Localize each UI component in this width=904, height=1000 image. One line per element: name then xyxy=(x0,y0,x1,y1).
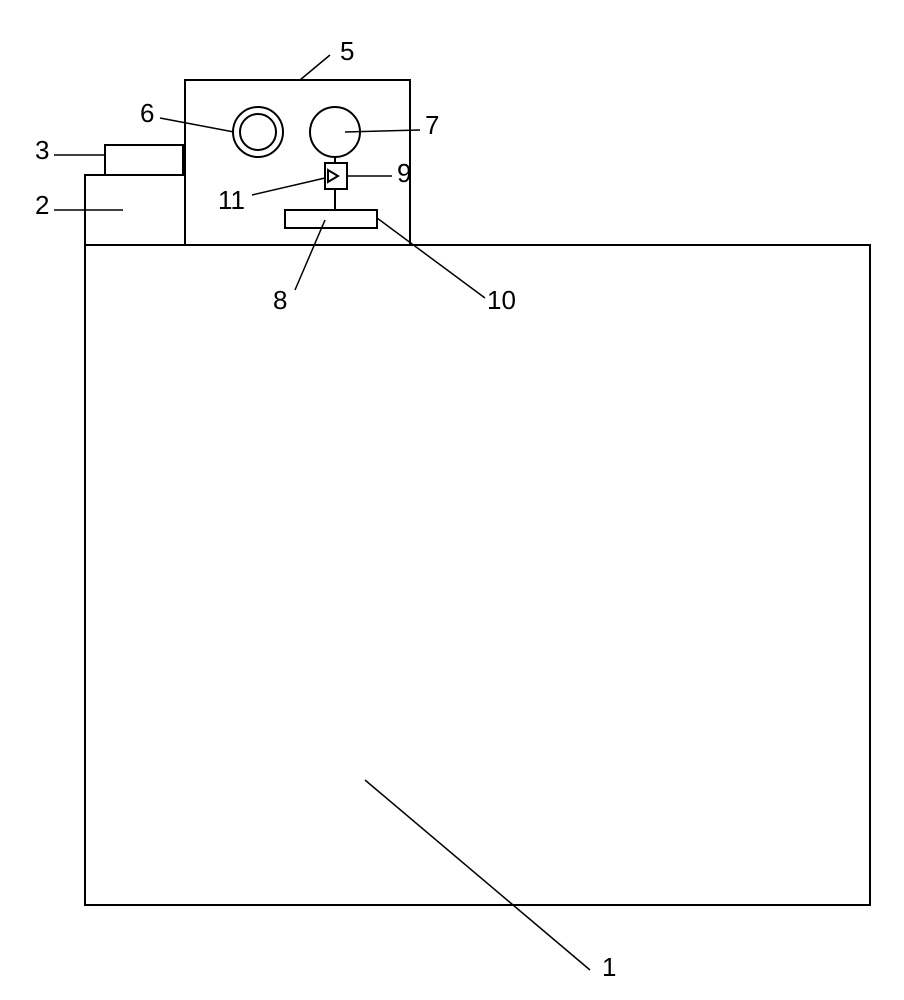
label-2: 2 xyxy=(35,190,49,221)
label-11: 11 xyxy=(218,185,245,216)
label-6: 6 xyxy=(140,98,154,129)
label-9: 9 xyxy=(397,158,411,189)
leader-8 xyxy=(295,220,325,290)
label-3: 3 xyxy=(35,135,49,166)
leader-7 xyxy=(345,130,420,132)
leader-10 xyxy=(377,218,485,298)
leader-11 xyxy=(252,178,325,195)
left-circle-inner xyxy=(240,114,276,150)
label-7: 7 xyxy=(425,110,439,141)
horizontal-bar xyxy=(285,210,377,228)
main-box xyxy=(85,245,870,905)
leader-1 xyxy=(365,780,590,970)
label-1: 1 xyxy=(602,952,616,983)
label-8: 8 xyxy=(273,285,287,316)
leader-5 xyxy=(300,55,330,80)
label-5: 5 xyxy=(340,36,354,67)
leader-lines-group xyxy=(54,55,590,970)
shapes-group xyxy=(85,80,870,905)
leader-6 xyxy=(160,118,234,132)
label-10: 10 xyxy=(487,285,516,316)
technical-diagram xyxy=(0,0,904,1000)
left-top-box xyxy=(105,145,183,175)
